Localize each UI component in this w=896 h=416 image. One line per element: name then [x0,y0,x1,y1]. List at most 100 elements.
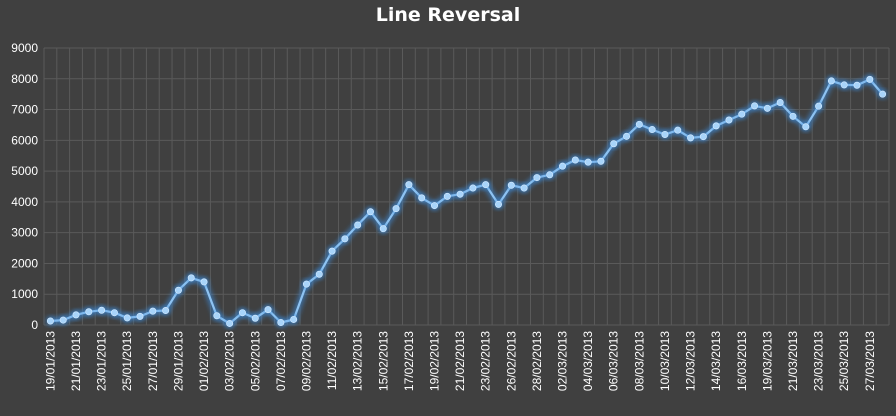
x-axis: 19/01/2013 21/01/2013 23/01/2013 25/01/2013… [43,331,876,391]
data-point [584,158,592,166]
data-point [379,225,387,233]
y-axis: 0 1000 2000 3000 4000 5000 6000 7000 8000 9000 [11,41,38,332]
x-tick-label: 23/02/2013 [479,331,493,391]
data-point [277,319,285,327]
x-tick-label: 14/03/2013 [709,331,723,391]
data-point [200,278,208,286]
data-point [623,132,631,140]
x-tick-label: 19/01/2013 [43,331,57,391]
x-tick-label: 25/03/2013 [837,331,851,391]
data-point [674,126,682,134]
gridlines [43,47,890,326]
data-point [110,309,118,317]
data-point [827,77,835,85]
data-point [328,247,336,255]
data-point [251,314,259,322]
data-point [46,317,54,325]
data-point [98,306,106,314]
data-point [405,181,413,189]
data-point [725,116,733,124]
data-point [738,110,746,118]
data-point [815,102,823,110]
x-tick-label: 08/03/2013 [632,331,646,391]
x-tick-label: 27/03/2013 [863,331,877,391]
x-tick-label: 16/03/2013 [735,331,749,391]
x-tick-label: 15/02/2013 [376,331,390,391]
data-point [456,190,464,198]
data-point [571,156,579,164]
x-tick-label: 07/02/2013 [274,331,288,391]
data-point [866,75,874,83]
data-point [495,200,503,208]
data-point [72,311,80,319]
x-tick-label: 03/02/2013 [223,331,237,391]
data-point [546,171,554,179]
x-tick-label: 21/01/2013 [69,331,83,391]
x-tick-label: 29/01/2013 [171,331,185,391]
data-point [315,270,323,278]
data-point [123,314,131,322]
x-tick-label: 19/03/2013 [760,331,774,391]
y-tick-label: 6000 [11,133,38,147]
data-point [763,104,771,112]
x-tick-label: 27/01/2013 [146,331,160,391]
x-tick-label: 23/03/2013 [812,331,826,391]
data-point [443,192,451,200]
x-tick-label: 04/03/2013 [581,331,595,391]
x-tick-label: 05/02/2013 [248,331,262,391]
y-tick-label: 5000 [11,164,38,178]
data-point [533,174,541,182]
data-point [238,309,246,317]
x-tick-label: 02/03/2013 [556,331,570,391]
data-point [776,98,784,106]
x-tick-label: 17/02/2013 [402,331,416,391]
data-point [661,130,669,138]
data-point [597,157,605,165]
data-point [366,208,374,216]
data-point [59,316,67,324]
data-point [187,274,195,282]
data-point [418,194,426,202]
data-point [635,120,643,128]
data-point [302,280,310,288]
x-tick-label: 25/01/2013 [120,331,134,391]
x-tick-label: 06/03/2013 [607,331,621,391]
data-point [392,205,400,213]
x-tick-label: 21/03/2013 [786,331,800,391]
data-point [840,81,848,89]
y-tick-label: 4000 [11,195,38,209]
x-tick-label: 09/02/2013 [299,331,313,391]
x-tick-label: 21/02/2013 [453,331,467,391]
data-point [226,319,234,327]
data-point [610,140,618,148]
data-point [174,286,182,294]
x-tick-label: 19/02/2013 [427,331,441,391]
y-tick-label: 0 [31,318,38,332]
chart-title: Line Reversal [375,4,521,26]
data-point [482,181,490,189]
data-point [264,306,272,314]
data-point [559,162,567,170]
y-tick-label: 8000 [11,72,38,86]
x-tick-label: 26/02/2013 [504,331,518,391]
y-tick-label: 3000 [11,226,38,240]
data-point [802,123,810,131]
data-point [469,184,477,192]
data-point [430,202,438,210]
y-tick-label: 1000 [11,287,38,301]
data-point [712,122,720,130]
x-tick-label: 23/01/2013 [95,331,109,391]
data-point [136,312,144,320]
x-tick-label: 12/03/2013 [684,331,698,391]
data-point [648,126,656,134]
y-tick-label: 2000 [11,256,38,270]
y-tick-label: 7000 [11,103,38,117]
data-point [162,307,170,315]
x-tick-label: 01/02/2013 [197,331,211,391]
data-point [354,221,362,229]
data-point [687,134,695,142]
x-tick-label: 11/02/2013 [325,331,339,390]
series-line [45,74,888,329]
x-tick-label: 13/02/2013 [351,331,365,391]
